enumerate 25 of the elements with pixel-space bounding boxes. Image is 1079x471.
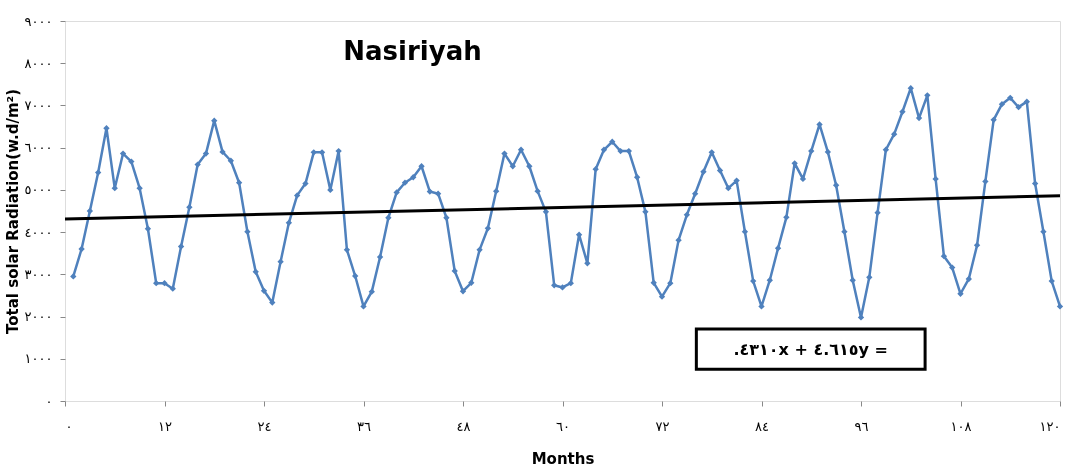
x-axis-title: Months (531, 449, 595, 468)
y-tick-label: ٤٠٠٠ (24, 224, 53, 240)
x-tick-label: ٩٦ (854, 418, 869, 434)
x-tick-label: ٦٠ (556, 418, 570, 434)
y-tick-label: ٧٠٠٠ (24, 97, 53, 113)
y-tick-label: ٠ (45, 393, 53, 409)
x-tick-label: ٠ (65, 418, 73, 434)
x-tick-label: ٧٢ (655, 418, 670, 434)
annotation: .٤٣١٠x + ٤.٦١٥y = (733, 340, 889, 359)
x-tick-label: ١٠٨ (950, 418, 972, 434)
y-tick-label: ٨٠٠٠ (24, 55, 53, 71)
x-tick-label: ١٢ (158, 418, 172, 434)
x-tick-label: ٨٤ (755, 418, 769, 434)
x-tick-label: ١٢٠ (1039, 418, 1061, 434)
x-tick-label: ٤٨ (456, 418, 471, 434)
y-tick-label: ١٠٠٠ (24, 351, 53, 367)
y-tick-label: ٩٠٠٠ (24, 13, 53, 29)
x-tick-label: ٣٦ (357, 418, 371, 434)
y-tick-label: ٦٠٠٠ (24, 140, 53, 156)
text: Nasiriyah (343, 36, 482, 66)
y-tick-label: ٣٠٠٠ (24, 266, 53, 282)
y-axis-title: Total solar Radiation(w.d/m²) (3, 88, 22, 335)
x-tick-label: ٢٤ (257, 418, 272, 434)
y-tick-label: ٢٠٠٠ (24, 309, 53, 325)
y-tick-label: ٥٠٠٠ (24, 182, 53, 198)
